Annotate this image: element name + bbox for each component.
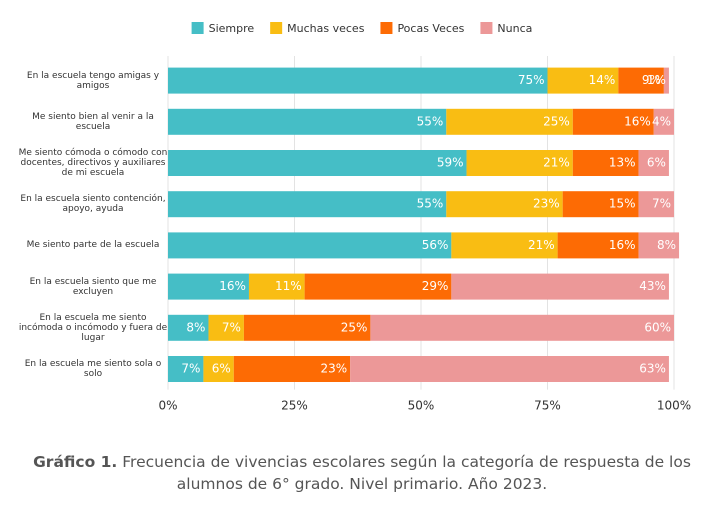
y-tick-label: Me siento cómoda o cómodo con docentes, … xyxy=(18,148,168,178)
value-label: 21% xyxy=(543,156,570,170)
caption-text: Frecuencia de vivencias escolares según … xyxy=(122,453,691,493)
legend-swatch xyxy=(480,22,493,34)
value-label: 55% xyxy=(417,197,444,211)
x-tick-label: 75% xyxy=(534,399,561,413)
bar-segment xyxy=(638,191,674,218)
legend-swatch xyxy=(380,22,393,34)
value-label: 29% xyxy=(422,279,449,293)
bar-segment xyxy=(243,314,371,341)
value-label: 16% xyxy=(609,238,636,252)
value-label: 55% xyxy=(417,114,444,128)
bar-segment xyxy=(350,356,669,382)
y-tick-label: En la escuela tengo amigas y amigos xyxy=(26,70,160,91)
y-tick-label: En la escuela me siento incómoda o incóm… xyxy=(18,312,168,343)
value-label: 16% xyxy=(219,279,246,293)
value-label: 6% xyxy=(647,156,666,170)
bar-segment xyxy=(168,191,447,218)
value-label: 21% xyxy=(528,238,555,252)
value-label: 14% xyxy=(589,73,616,87)
bar-segment xyxy=(370,314,674,341)
bar-segment xyxy=(233,356,351,382)
bar-segment xyxy=(466,150,573,176)
y-tick-label: En la escuela siento que me excluyen xyxy=(29,276,157,297)
y-tick-label: Me siento parte de la escuela xyxy=(26,240,160,251)
value-label: 7% xyxy=(181,362,200,376)
bar-segment xyxy=(557,232,639,259)
legend-label: Pocas Veces xyxy=(397,22,464,35)
plot: 0% 25% 50% 75% 100%75% 14% 9%1%55% 25% 16% 4%59% 2… xyxy=(158,22,691,413)
value-label: 25% xyxy=(341,320,368,334)
value-label: 6% xyxy=(212,362,231,376)
value-label: 8% xyxy=(186,320,205,334)
bar-segment xyxy=(248,273,305,300)
bar-segment xyxy=(168,232,452,259)
legend-swatch xyxy=(191,22,204,34)
value-label: 13% xyxy=(609,156,636,170)
y-tick-label: En la escuela me siento sola o solo xyxy=(24,359,162,379)
value-label: 11% xyxy=(275,279,302,293)
bar-segment xyxy=(547,67,619,94)
bar-segment xyxy=(168,273,249,300)
legend-swatch xyxy=(270,22,283,34)
bar-segment xyxy=(446,108,573,135)
value-label: 63% xyxy=(639,362,666,376)
bar-segment xyxy=(638,150,669,176)
bar-segment xyxy=(451,273,669,300)
x-tick-label: 100% xyxy=(657,399,691,413)
y-tick-label: Me siento bien al venir a la escuela xyxy=(32,111,154,132)
value-label: 23% xyxy=(533,197,560,211)
x-tick-label: 25% xyxy=(281,399,308,413)
value-label: 4% xyxy=(652,114,671,128)
bar-segment xyxy=(663,67,669,94)
value-label: 15% xyxy=(609,197,636,211)
value-label: 56% xyxy=(422,238,449,252)
value-label: 59% xyxy=(437,156,464,170)
bar-segment xyxy=(168,67,548,94)
legend-label: Nunca xyxy=(497,22,532,35)
value-label: 43% xyxy=(639,279,666,293)
bar-segment xyxy=(638,232,680,259)
caption-label: Gráfico 1. xyxy=(33,453,118,471)
value-label: 75% xyxy=(518,73,545,87)
bar-segment xyxy=(572,150,639,176)
bar-segment xyxy=(168,108,447,135)
bar-segment xyxy=(451,232,558,259)
x-tick-label: 50% xyxy=(408,399,435,413)
value-label: 23% xyxy=(320,362,347,376)
bar-segment xyxy=(168,356,204,382)
value-label: 60% xyxy=(644,320,671,334)
value-label: 25% xyxy=(543,114,570,128)
bar-segment xyxy=(562,191,639,218)
value-label: 8% xyxy=(657,238,676,252)
bar-segment xyxy=(618,67,664,94)
value-label: 7% xyxy=(222,320,241,334)
legend-label: Siempre xyxy=(209,22,255,35)
bar-segment xyxy=(208,314,244,341)
caption: Gráfico 1. Frecuencia de vivencias escol… xyxy=(30,451,694,495)
bar-segment xyxy=(168,150,467,176)
value-label: 16% xyxy=(624,114,651,128)
value-label: 7% xyxy=(652,197,671,211)
value-label: 9% xyxy=(642,73,661,87)
bar-segment xyxy=(203,356,234,382)
y-tick-label: En la escuela siento contención, apoyo, … xyxy=(20,194,166,215)
x-tick-label: 0% xyxy=(158,399,177,413)
bar-segment xyxy=(304,273,452,300)
bar-segment xyxy=(572,108,654,135)
value-label: 1% xyxy=(647,73,666,87)
bar-segment xyxy=(446,191,563,218)
legend-label: Muchas veces xyxy=(287,22,365,35)
bar-segment xyxy=(653,108,674,135)
bar-segment xyxy=(168,314,209,341)
